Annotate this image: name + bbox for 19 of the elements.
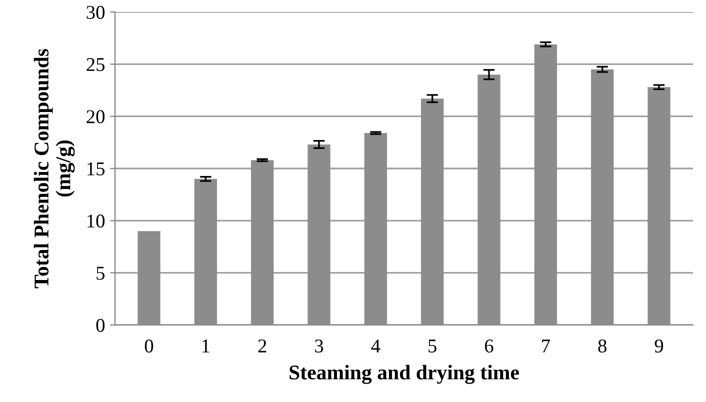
- y-tick-label: 0: [96, 318, 105, 332]
- y-tick-label: 30: [86, 6, 105, 19]
- y-tick-label: 20: [86, 110, 105, 124]
- x-tick-label: 4: [371, 340, 380, 352]
- x-axis-title: Steaming and drying time: [290, 364, 519, 384]
- y-tick-label: 10: [88, 214, 105, 228]
- x-tick-label: 7: [542, 340, 550, 352]
- x-tick-label: 0: [144, 339, 154, 353]
- x-tick-label: 2: [258, 340, 266, 352]
- y-tick-label: 25: [86, 58, 105, 72]
- y-tick-label: 15: [88, 162, 105, 176]
- x-tick-label: 8: [598, 339, 606, 353]
- x-tick-label: 5: [428, 340, 436, 353]
- x-tick-label: 3: [315, 340, 324, 353]
- x-tick-label: 6: [484, 340, 494, 353]
- y-axis-title: Total Phenolic Compounds (mg/g): [34, 48, 75, 288]
- x-tick-label: 9: [654, 340, 664, 353]
- x-tick-label: 1: [202, 340, 210, 352]
- y-tick-label: 5: [96, 266, 105, 280]
